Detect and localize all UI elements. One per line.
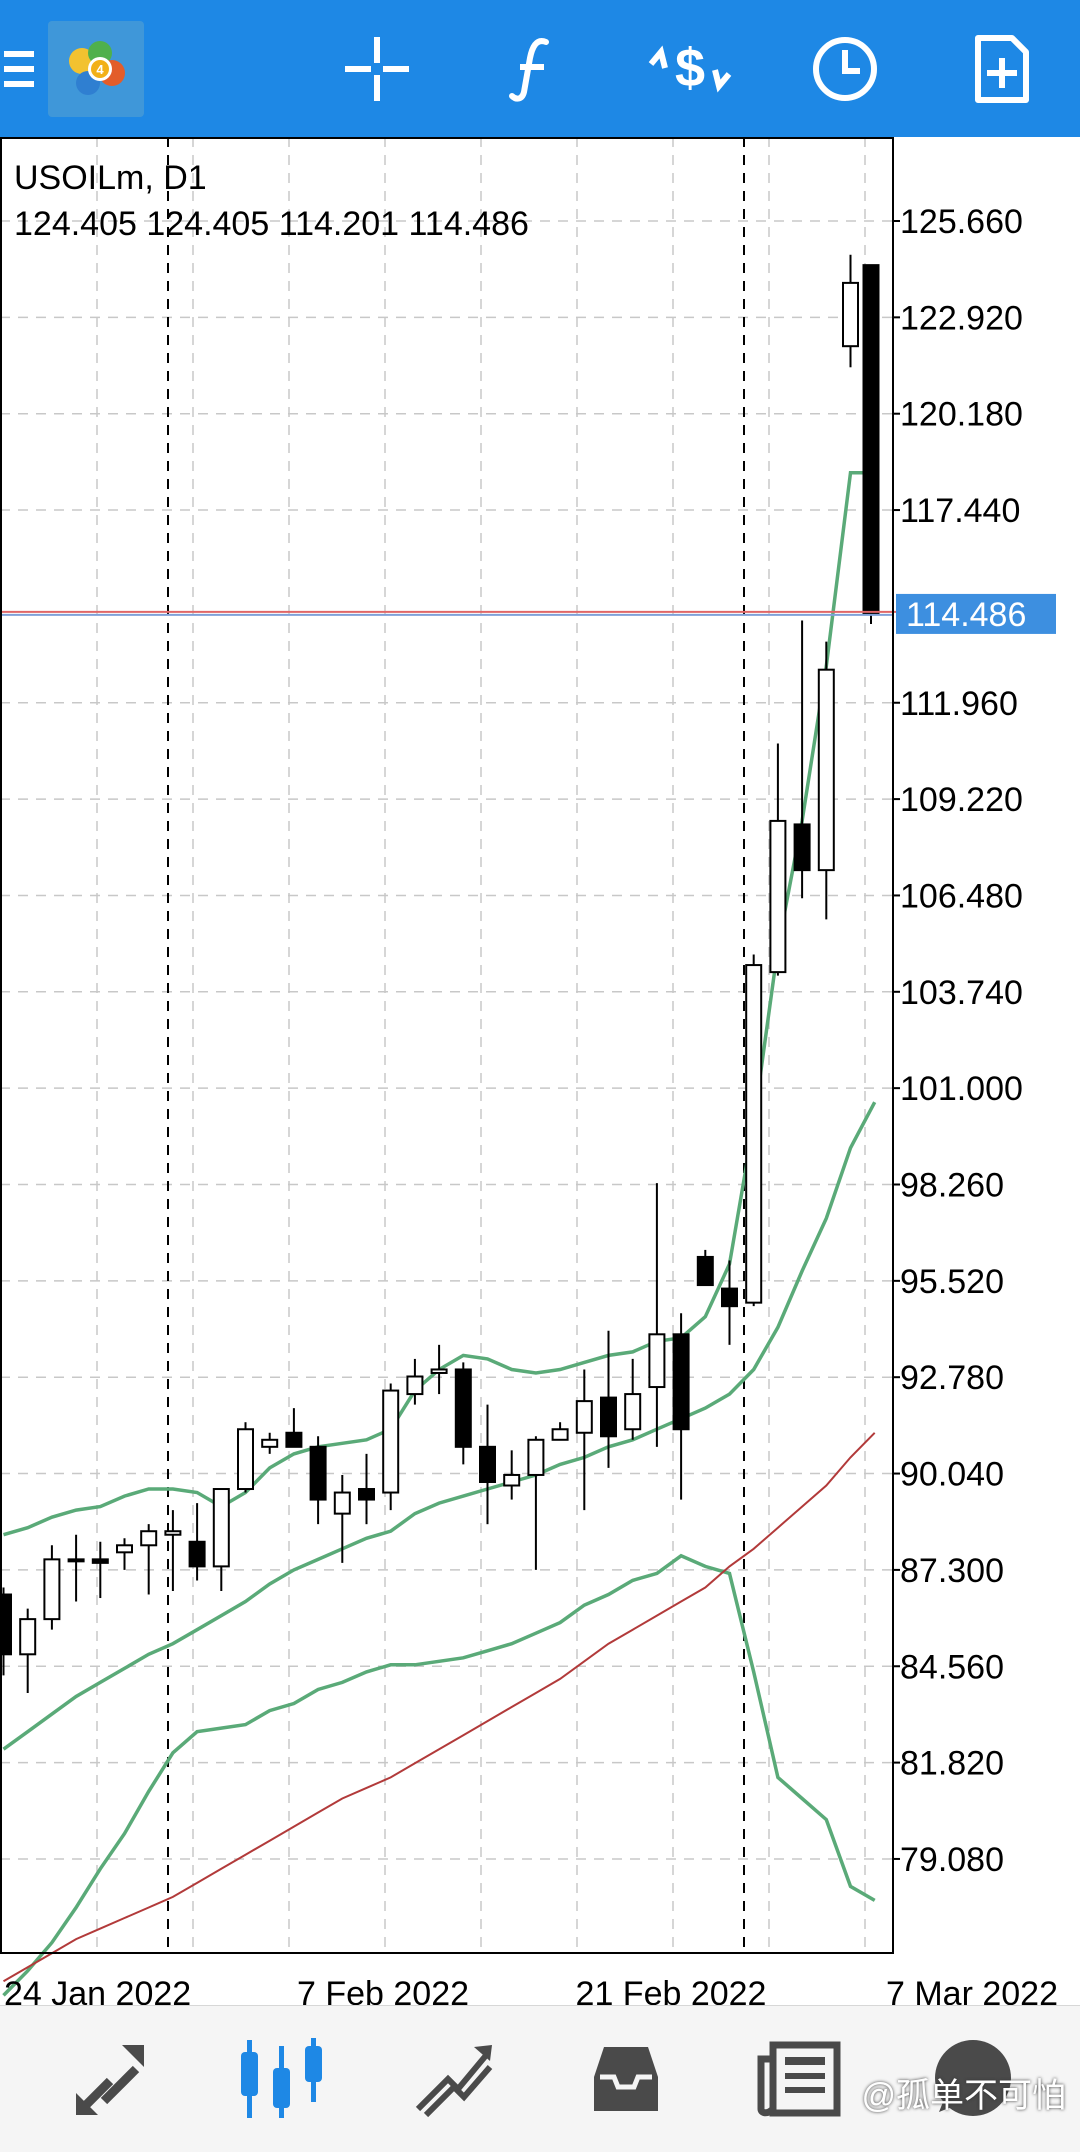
candle-bull [817,668,835,872]
price-tick-label: 81.820 [900,1745,1004,1783]
candle-bear [672,1333,690,1431]
candle-bear [862,264,880,615]
bollinger-lower-line [2,1553,876,1997]
price-tick-label: 92.780 [900,1359,1004,1397]
candle-bear [0,1593,12,1656]
candle-bull [575,1400,593,1434]
candle-bear [188,1540,206,1568]
date-tick-label: 21 Feb 2022 [576,1975,767,2005]
price-tick-label: 98.260 [900,1167,1004,1205]
quotes-icon[interactable] [40,2006,180,2152]
candle-bear [600,1396,617,1438]
watermark: @孤单不可怕 [861,2077,1066,2115]
candle-bull [261,1438,279,1448]
candle-bear [91,1558,109,1564]
candle-bull [140,1530,158,1547]
svg-text:$: $ [675,38,705,98]
price-tick-label: 79.080 [900,1841,1004,1879]
candle-bear [696,1255,714,1287]
price-tick-label: 101.000 [900,1070,1023,1108]
price-tick-label: 125.660 [900,203,1023,241]
candle-bear [721,1287,738,1308]
candle-bull [745,964,763,1304]
chart-icon[interactable] [212,2006,352,2152]
price-tick-label: 120.180 [900,396,1023,434]
candle-bull [237,1428,254,1491]
bottom-nav [0,2005,1080,2152]
price-tick-label: 117.440 [900,492,1020,530]
candle-bull [430,1368,448,1374]
candle-bear [358,1488,375,1501]
candle-bull [116,1544,133,1554]
price-tick-label: 109.220 [900,781,1023,819]
price-tick-label: 111.960 [900,685,1018,723]
candle-bull [624,1393,642,1431]
candle-bull [527,1438,545,1476]
bollinger-middle-line [2,1101,877,1751]
date-tick-label: 7 Feb 2022 [297,1975,469,2005]
trade-icon[interactable]: $ [640,0,740,137]
candle-bear [454,1368,472,1448]
history-icon[interactable] [556,2006,696,2152]
candle-bull [551,1428,569,1441]
price-tick-label: 84.560 [900,1648,1004,1686]
ohlc-label: 124.405 124.405 114.201 114.486 [14,205,529,243]
mt4-logo[interactable]: 4 [48,0,144,137]
candle-bull [43,1558,61,1621]
candle-bear [793,823,811,872]
candle-bull [212,1488,230,1568]
candle-bull [842,281,859,348]
trade-icon[interactable] [384,2006,524,2152]
plot-frame [0,137,894,1954]
new-chart-icon[interactable] [952,0,1052,137]
candle-bull [406,1375,424,1396]
price-tick-label: 122.920 [900,299,1023,337]
candle-bull [769,819,787,974]
candle-bear [309,1445,327,1501]
price-tick-label: 90.040 [900,1456,1004,1494]
candle-bull [503,1473,521,1487]
menu-icon[interactable] [0,0,40,137]
price-tick-label: 87.300 [900,1552,1004,1590]
candle-bull [333,1491,351,1515]
candle-bear [479,1445,496,1483]
candle-bear [285,1431,303,1448]
current-price-label: 114.486 [906,596,1026,634]
chat-icon[interactable] [900,2006,1040,2152]
candle-bull [19,1618,37,1656]
current-price-box [896,593,1056,634]
svg-text:4: 4 [96,62,104,77]
candle-bull [648,1333,666,1389]
candle-bull [164,1530,182,1536]
price-tick-label: 106.480 [900,877,1023,915]
symbol-label: USOILm, D1 [14,159,207,197]
candle-bull [382,1389,400,1494]
price-tick-label: 103.740 [900,974,1023,1012]
top-toolbar: 4 $ [0,0,1080,137]
timeframe-icon[interactable] [795,0,895,137]
price-chart[interactable]: 125.660 122.920 120.180 117.440 111.960 109.2… [0,137,1080,2013]
date-tick-label: 24 Jan 2022 [4,1975,191,2005]
indicators-icon[interactable] [483,0,583,137]
candle-bull [67,1558,85,1563]
price-tick-label: 95.520 [900,1263,1004,1301]
date-tick-label: 7 Mar 2022 [886,1975,1058,2005]
crosshair-icon[interactable] [327,0,427,137]
moving-average-line [2,1432,876,1983]
chart-area[interactable]: 125.660 122.920 120.180 117.440 111.960 109.2… [0,137,1080,2013]
news-icon[interactable] [730,2006,870,2152]
